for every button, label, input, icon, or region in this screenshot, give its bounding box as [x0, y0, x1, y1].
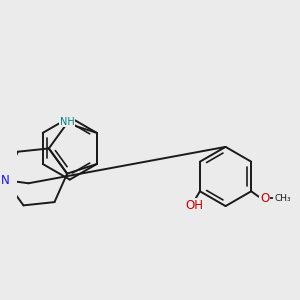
Text: OH: OH	[185, 199, 203, 212]
Text: NH: NH	[60, 117, 74, 127]
Text: N: N	[1, 174, 10, 187]
Text: CH₃: CH₃	[274, 194, 291, 203]
Text: O: O	[260, 192, 269, 205]
